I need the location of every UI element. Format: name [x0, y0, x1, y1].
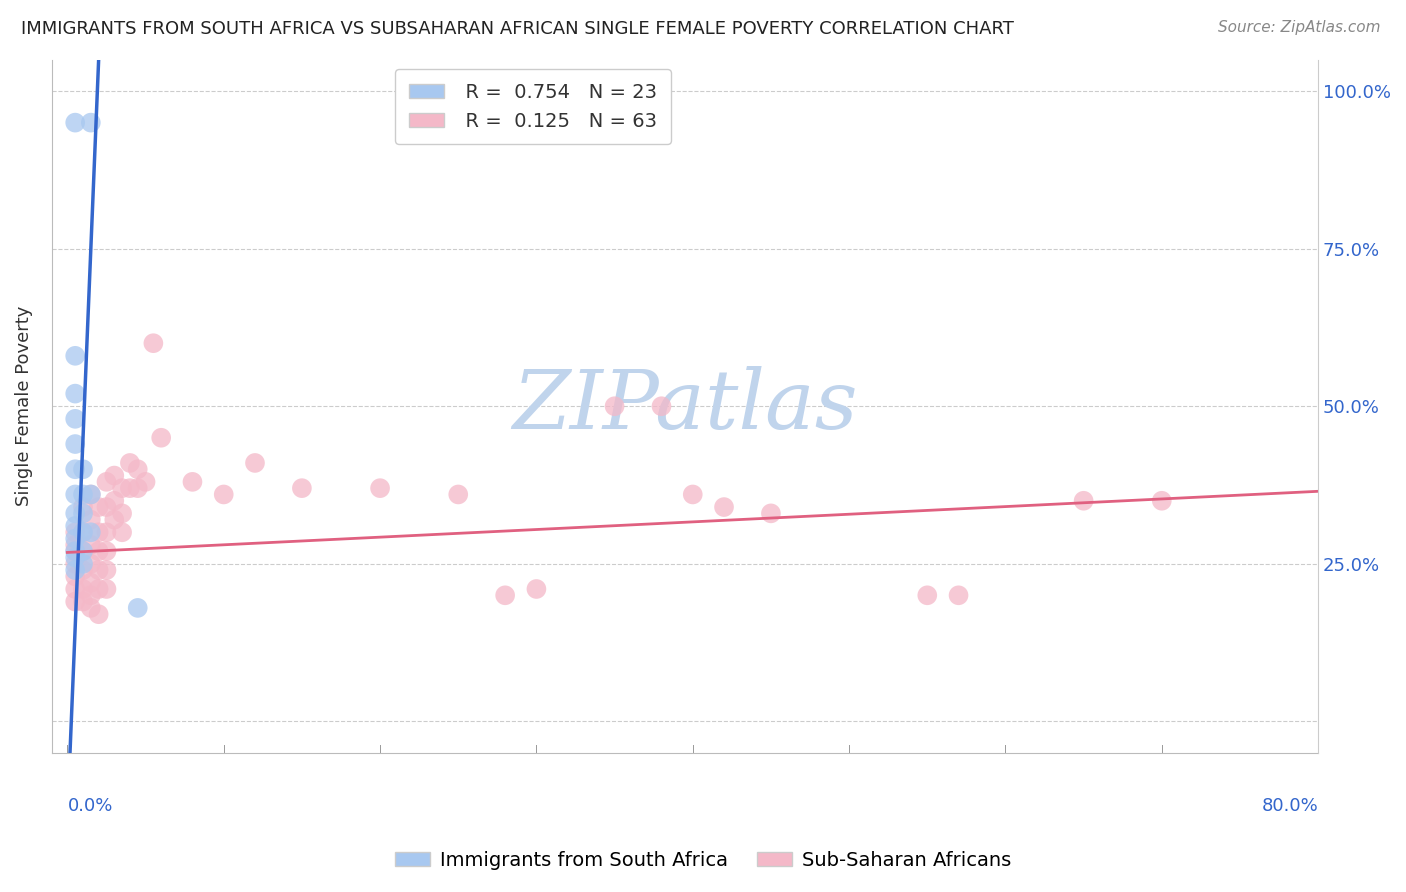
- Point: [127, 462, 149, 476]
- Point: [63, 115, 86, 129]
- Point: [80, 557, 103, 571]
- Point: [96, 582, 118, 596]
- Point: [181, 475, 204, 489]
- Point: [63, 532, 86, 546]
- Point: [142, 336, 165, 351]
- Point: [1073, 493, 1095, 508]
- Point: [87, 544, 110, 558]
- Point: [80, 601, 103, 615]
- Point: [212, 487, 235, 501]
- Point: [103, 468, 125, 483]
- Point: [494, 588, 516, 602]
- Point: [72, 525, 94, 540]
- Point: [118, 456, 141, 470]
- Point: [111, 507, 134, 521]
- Text: 80.0%: 80.0%: [1261, 797, 1319, 815]
- Text: ZIPatlas: ZIPatlas: [512, 367, 858, 446]
- Point: [80, 115, 103, 129]
- Point: [111, 525, 134, 540]
- Point: [63, 462, 86, 476]
- Point: [63, 550, 86, 565]
- Point: [80, 538, 103, 552]
- Point: [63, 569, 86, 583]
- Point: [118, 481, 141, 495]
- Point: [63, 412, 86, 426]
- Point: [127, 601, 149, 615]
- Point: [72, 582, 94, 596]
- Point: [72, 487, 94, 501]
- Point: [96, 563, 118, 577]
- Point: [80, 575, 103, 590]
- Point: [1150, 493, 1173, 508]
- Point: [63, 594, 86, 608]
- Point: [96, 544, 118, 558]
- Point: [526, 582, 548, 596]
- Point: [72, 500, 94, 514]
- Point: [63, 507, 86, 521]
- Point: [603, 399, 626, 413]
- Point: [917, 588, 939, 602]
- Point: [72, 462, 94, 476]
- Point: [80, 487, 103, 501]
- Point: [63, 525, 86, 540]
- Point: [72, 594, 94, 608]
- Point: [713, 500, 735, 514]
- Point: [87, 582, 110, 596]
- Point: [87, 500, 110, 514]
- Point: [80, 525, 103, 540]
- Text: 0.0%: 0.0%: [67, 797, 112, 815]
- Point: [103, 493, 125, 508]
- Point: [63, 582, 86, 596]
- Point: [948, 588, 970, 602]
- Point: [63, 544, 86, 558]
- Text: Source: ZipAtlas.com: Source: ZipAtlas.com: [1218, 20, 1381, 35]
- Text: IMMIGRANTS FROM SOUTH AFRICA VS SUBSAHARAN AFRICAN SINGLE FEMALE POVERTY CORRELA: IMMIGRANTS FROM SOUTH AFRICA VS SUBSAHAR…: [21, 20, 1014, 37]
- Point: [111, 481, 134, 495]
- Point: [759, 507, 782, 521]
- Point: [87, 525, 110, 540]
- Legend:   R =  0.754   N = 23,   R =  0.125   N = 63: R = 0.754 N = 23, R = 0.125 N = 63: [395, 70, 671, 145]
- Point: [63, 538, 86, 552]
- Point: [682, 487, 704, 501]
- Point: [150, 431, 173, 445]
- Point: [127, 481, 149, 495]
- Point: [80, 513, 103, 527]
- Point: [291, 481, 314, 495]
- Point: [103, 513, 125, 527]
- Point: [650, 399, 672, 413]
- Point: [80, 487, 103, 501]
- Point: [63, 437, 86, 451]
- Point: [243, 456, 266, 470]
- Legend: Immigrants from South Africa, Sub-Saharan Africans: Immigrants from South Africa, Sub-Sahara…: [387, 843, 1019, 878]
- Point: [63, 386, 86, 401]
- Point: [72, 563, 94, 577]
- Point: [63, 563, 86, 577]
- Point: [96, 525, 118, 540]
- Point: [80, 588, 103, 602]
- Y-axis label: Single Female Poverty: Single Female Poverty: [15, 306, 32, 507]
- Point: [87, 563, 110, 577]
- Point: [63, 487, 86, 501]
- Point: [72, 525, 94, 540]
- Point: [72, 557, 94, 571]
- Point: [135, 475, 157, 489]
- Point: [72, 507, 94, 521]
- Point: [63, 544, 86, 558]
- Point: [63, 519, 86, 533]
- Point: [63, 349, 86, 363]
- Point: [96, 500, 118, 514]
- Point: [72, 544, 94, 558]
- Point: [368, 481, 391, 495]
- Point: [72, 544, 94, 558]
- Point: [96, 475, 118, 489]
- Point: [447, 487, 470, 501]
- Point: [63, 557, 86, 571]
- Point: [87, 607, 110, 622]
